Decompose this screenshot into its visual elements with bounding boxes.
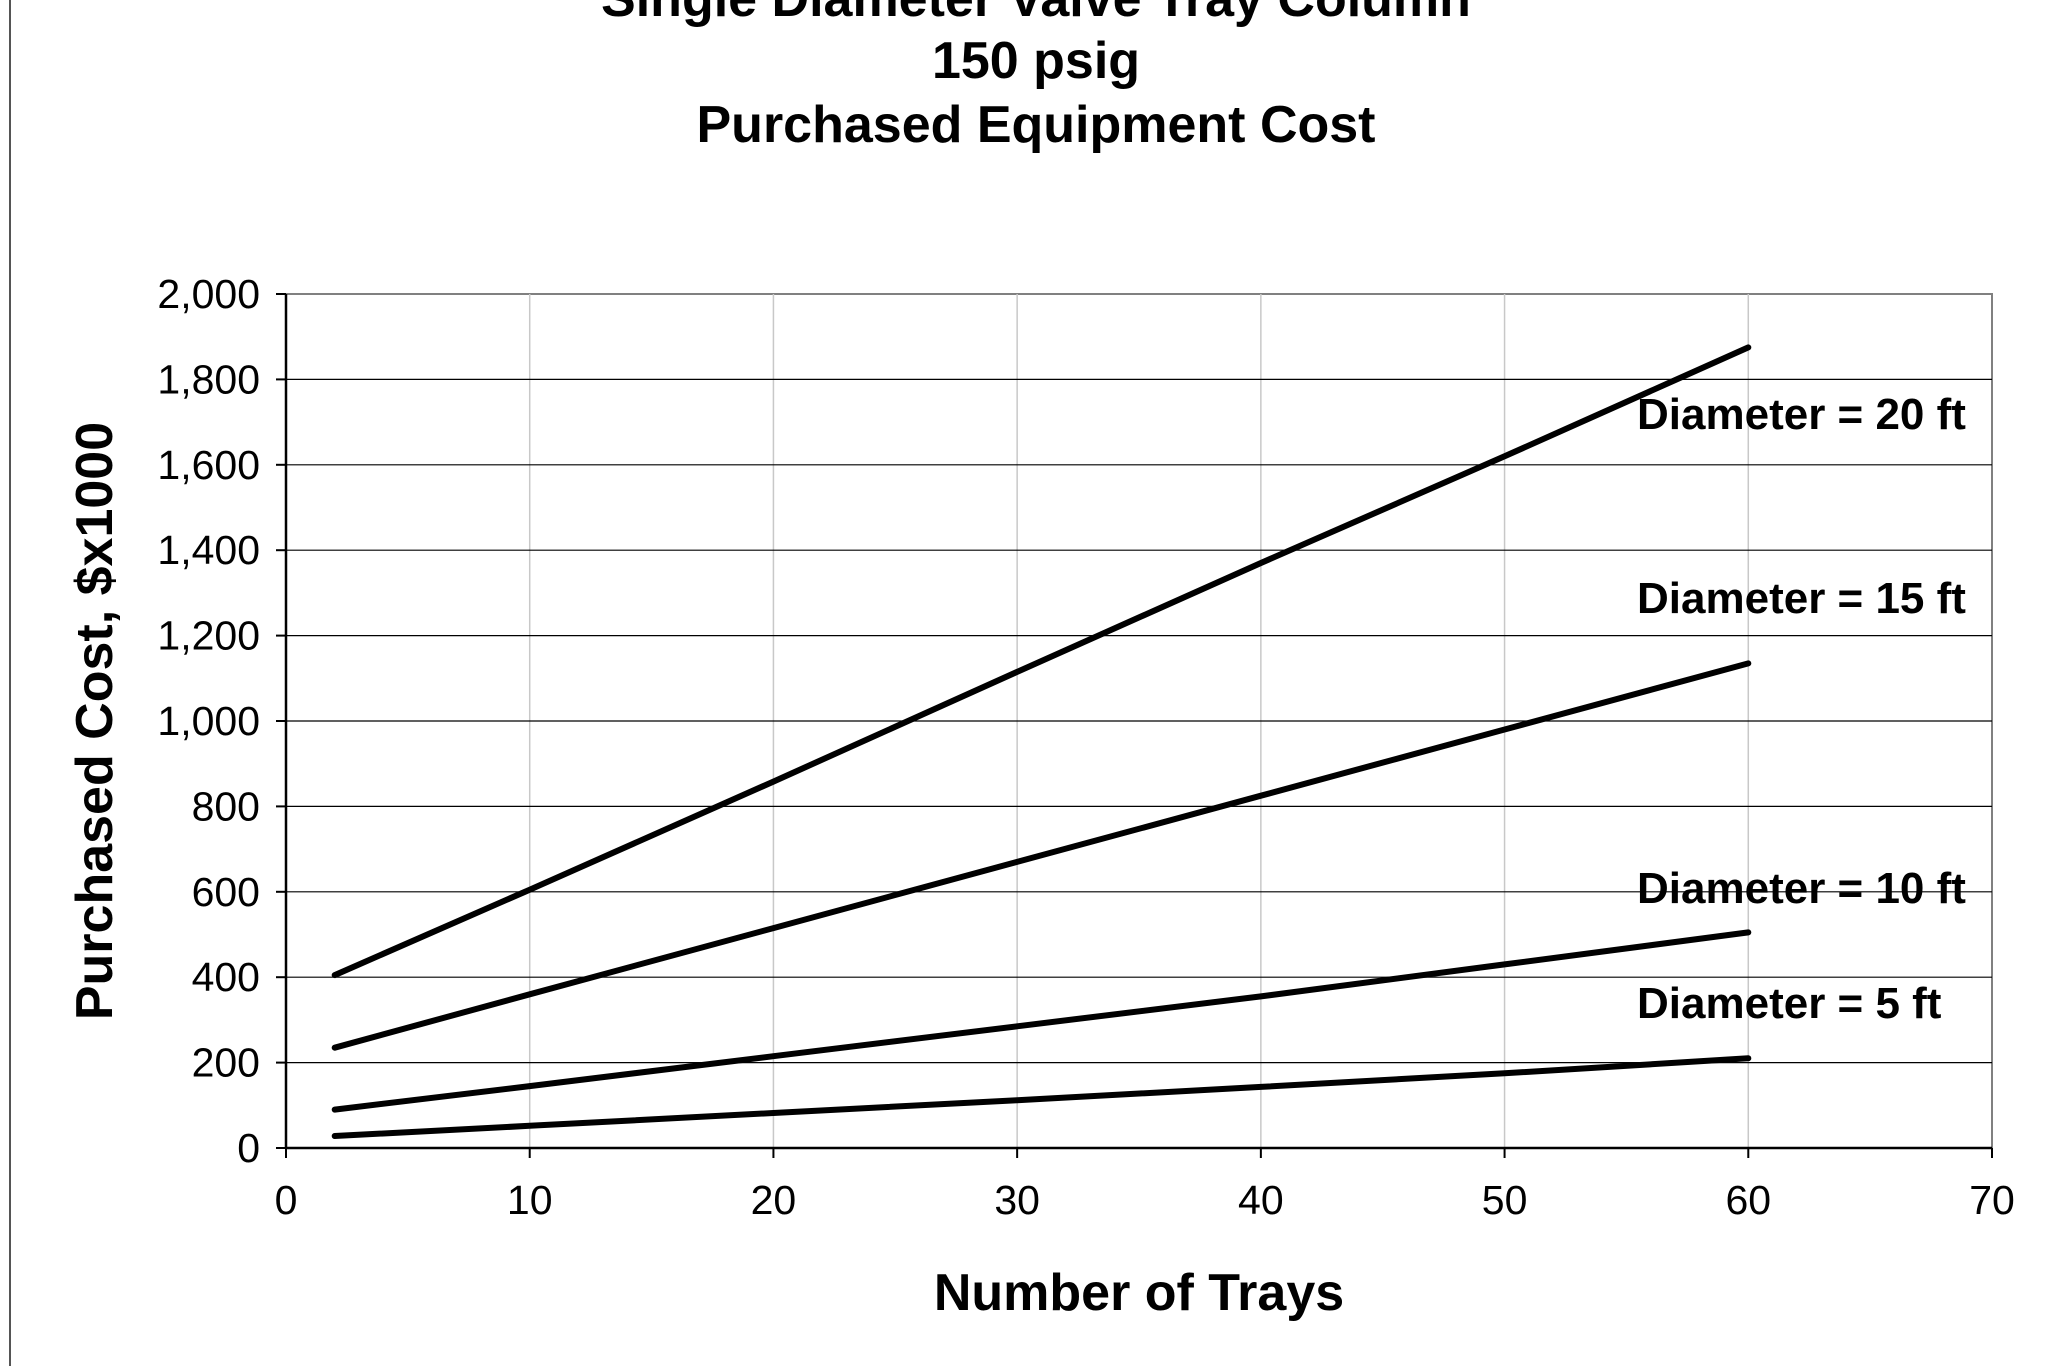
y-tick-label: 2,000 [157,271,260,317]
y-tick-label: 200 [192,1040,260,1086]
series-lines [331,344,1752,1139]
y-tick-label: 400 [192,954,260,1000]
series-line [331,344,1752,979]
y-tick-label: 0 [237,1125,260,1171]
x-axis-title: Number of Trays [934,1264,1344,1322]
series-label: Diameter = 15 ft [1637,574,1966,623]
x-tick-label: 50 [1482,1177,1528,1223]
y-tick-label: 1,000 [157,698,260,744]
y-tick-label: 1,800 [157,356,260,402]
series-label: Diameter = 5 ft [1637,979,1942,1028]
series-label: Diameter = 10 ft [1637,864,1966,913]
y-axis-title: Purchased Cost, $x1000 [66,422,124,1020]
series-line [331,1055,1752,1139]
y-tick-label: 1,200 [157,613,260,659]
x-tick-label: 70 [1969,1177,2015,1223]
y-tick-label: 600 [192,869,260,915]
chart-title-line: Purchased Equipment Cost [697,96,1376,154]
series-label: Diameter = 20 ft [1637,390,1966,439]
y-tick-label: 800 [192,783,260,829]
x-tick-label: 40 [1238,1177,1284,1223]
x-tick-label: 60 [1725,1177,1771,1223]
x-tick-label: 10 [507,1177,553,1223]
y-tick-label: 1,600 [157,442,260,488]
x-tick-label: 20 [751,1177,797,1223]
series-line [331,660,1752,1051]
chart-title-line: Single Diameter Valve Tray Column [601,0,1471,28]
x-tick-label: 30 [994,1177,1040,1223]
ticks: 02004006008001,0001,2001,4001,6001,8002,… [157,271,2014,1223]
series-line [331,929,1752,1113]
series-labels: Diameter = 20 ft Diameter = 15 ft Diameter… [1637,390,1966,1028]
chart-title: Single Diameter Valve Tray Column 150 psi… [601,0,1471,154]
gridlines [286,294,1992,1148]
y-tick-label: 1,400 [157,527,260,573]
x-tick-label: 0 [275,1177,298,1223]
chart-title-line: 150 psig [932,32,1140,90]
